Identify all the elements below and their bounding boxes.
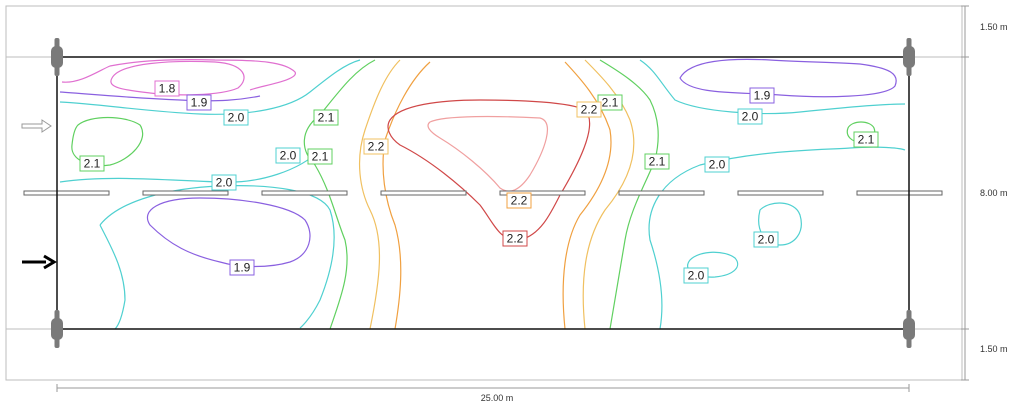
- svg-text:1.9: 1.9: [234, 261, 251, 275]
- luminaire-2: [142, 190, 229, 196]
- label-2-2-b: 2.2: [576, 101, 602, 118]
- dim-width: 25.00 m: [481, 393, 514, 403]
- label-2-1-a: 2.1: [313, 109, 339, 126]
- luminaire-row: [23, 190, 943, 196]
- contour-1-9-top-left: [59, 91, 261, 102]
- contour-2-0-right: [648, 146, 906, 330]
- contour-2-2-left: [358, 59, 401, 330]
- label-2-0-b: 2.0: [737, 108, 763, 125]
- svg-text:1.9: 1.9: [754, 89, 771, 103]
- svg-text:2.2: 2.2: [507, 232, 524, 246]
- pole-top-right: [903, 38, 915, 76]
- luminaire-7: [737, 190, 824, 196]
- direction-arrow-solid: [22, 254, 57, 270]
- contour-2-2-inner-left: [382, 61, 431, 330]
- label-1-8: 1.8: [154, 80, 180, 97]
- label-2-2-d: 2.2: [502, 230, 528, 247]
- label-2-1-e: 2.1: [644, 153, 670, 170]
- dim-bottom-margin: 1.50 m: [980, 344, 1008, 354]
- contour-2-2-inner-right: [562, 61, 612, 330]
- contour-2-1-left: [303, 59, 376, 330]
- label-2-0-a: 2.0: [223, 109, 249, 126]
- label-1-9-a: 1.9: [186, 94, 212, 111]
- svg-text:2.1: 2.1: [649, 155, 666, 169]
- svg-text:2.1: 2.1: [602, 96, 619, 110]
- field-boundary: [56, 56, 910, 330]
- label-2-1-c: 2.1: [307, 148, 333, 165]
- label-1-9-b: 1.9: [749, 87, 775, 104]
- dim-field-height: 8.00 m: [980, 188, 1008, 198]
- contour-1-8-frame: [61, 59, 296, 91]
- label-2-0-g: 2.0: [683, 267, 709, 284]
- pole-bottom-left: [51, 310, 63, 348]
- pole-markers: [51, 38, 915, 348]
- pole-top-left: [51, 38, 63, 76]
- svg-text:2.2: 2.2: [511, 194, 528, 208]
- contour-2-1-loop-left: [71, 116, 144, 167]
- svg-text:2.1: 2.1: [84, 157, 101, 171]
- label-2-1-b: 2.1: [597, 94, 623, 111]
- svg-text:2.0: 2.0: [280, 149, 297, 163]
- label-2-2-c: 2.2: [506, 192, 532, 209]
- svg-text:2.0: 2.0: [758, 233, 775, 247]
- label-2-0-f: 2.0: [753, 231, 779, 248]
- svg-text:2.1: 2.1: [318, 111, 335, 125]
- svg-text:2.0: 2.0: [216, 176, 233, 190]
- svg-text:2.1: 2.1: [312, 150, 329, 164]
- label-2-0-d: 2.0: [704, 156, 730, 173]
- label-2-2-a: 2.2: [363, 138, 389, 155]
- label-2-1-f: 2.1: [853, 131, 879, 148]
- svg-text:1.9: 1.9: [191, 96, 208, 110]
- luminaire-1: [23, 190, 110, 196]
- luminaire-3: [261, 190, 348, 196]
- svg-text:2.0: 2.0: [709, 158, 726, 172]
- horizontal-dimension: 25.00 m: [56, 384, 910, 403]
- contour-2-2-peak: [387, 99, 591, 241]
- vertical-dimension: 1.50 m 8.00 m 1.50 m: [961, 5, 1008, 381]
- svg-text:2.2: 2.2: [368, 140, 385, 154]
- contour-labels: 1.8 1.9 1.9 1.9 2.0 2.0 2.0 2.0 2.0 2.0 …: [79, 80, 879, 284]
- label-2-1-d: 2.1: [79, 155, 105, 172]
- dim-top-margin: 1.50 m: [980, 22, 1008, 32]
- contour-2-0-left-edge: [99, 224, 126, 330]
- svg-text:2.0: 2.0: [688, 269, 705, 283]
- luminaire-5: [499, 190, 586, 196]
- contour-2-2-right: [582, 59, 635, 330]
- direction-arrow-outline: [21, 119, 52, 133]
- label-2-0-c: 2.0: [275, 147, 301, 164]
- contour-1-8-left: [110, 60, 245, 96]
- svg-text:2.0: 2.0: [742, 110, 759, 124]
- label-2-0-e: 2.0: [211, 174, 237, 191]
- contour-1-9-lower-left: [146, 197, 311, 268]
- luminaire-8: [856, 190, 943, 196]
- contour-2-3-peak: [427, 115, 549, 192]
- svg-text:2.0: 2.0: [228, 111, 245, 125]
- luminaire-4: [380, 190, 467, 196]
- luminaire-6: [618, 190, 705, 196]
- svg-text:2.2: 2.2: [581, 103, 598, 117]
- svg-text:2.1: 2.1: [858, 133, 875, 147]
- pole-bottom-right: [903, 310, 915, 348]
- label-1-9-c: 1.9: [229, 259, 255, 276]
- svg-text:1.8: 1.8: [159, 82, 176, 96]
